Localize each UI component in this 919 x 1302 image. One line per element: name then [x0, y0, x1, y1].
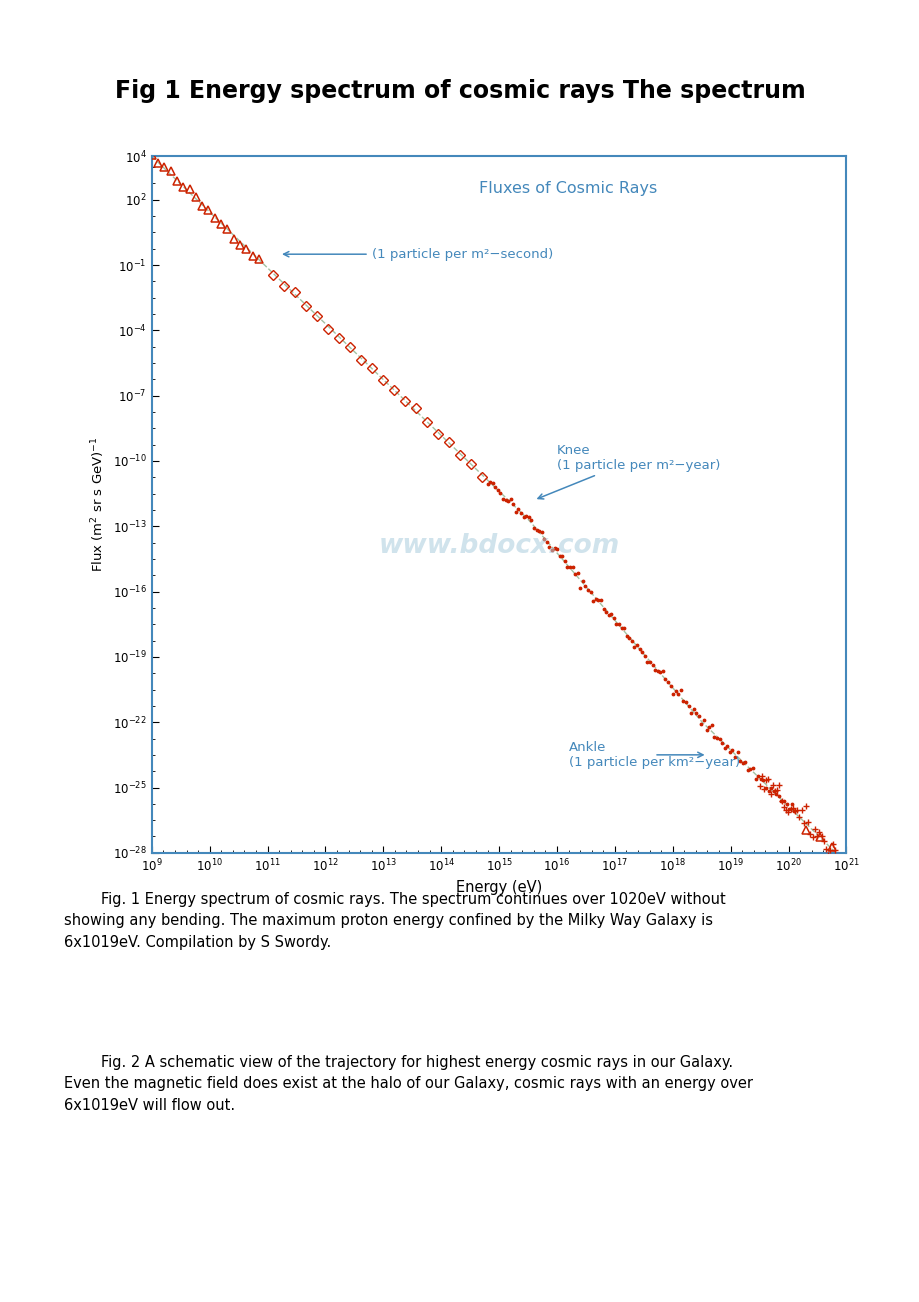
X-axis label: Energy (eV): Energy (eV)	[456, 880, 541, 894]
Text: Fluxes of Cosmic Rays: Fluxes of Cosmic Rays	[479, 181, 657, 195]
Text: Fig 1 Energy spectrum of cosmic rays The spectrum: Fig 1 Energy spectrum of cosmic rays The…	[115, 79, 804, 103]
Y-axis label: Flux (m$^2$ sr s GeV)$^{-1}$: Flux (m$^2$ sr s GeV)$^{-1}$	[90, 436, 108, 573]
Text: www.bdocx.com: www.bdocx.com	[378, 534, 619, 560]
Text: Fig. 2 A schematic view of the trajectory for highest energy cosmic rays in our : Fig. 2 A schematic view of the trajector…	[64, 1055, 753, 1113]
Text: Ankle
(1 particle per km²−year): Ankle (1 particle per km²−year)	[568, 741, 739, 769]
Text: Fig. 1 Energy spectrum of cosmic rays. The spectrum continues over 1020eV withou: Fig. 1 Energy spectrum of cosmic rays. T…	[64, 892, 725, 950]
Text: (1 particle per m²−second): (1 particle per m²−second)	[283, 247, 552, 260]
Text: Knee
(1 particle per m²−year): Knee (1 particle per m²−year)	[538, 444, 720, 499]
